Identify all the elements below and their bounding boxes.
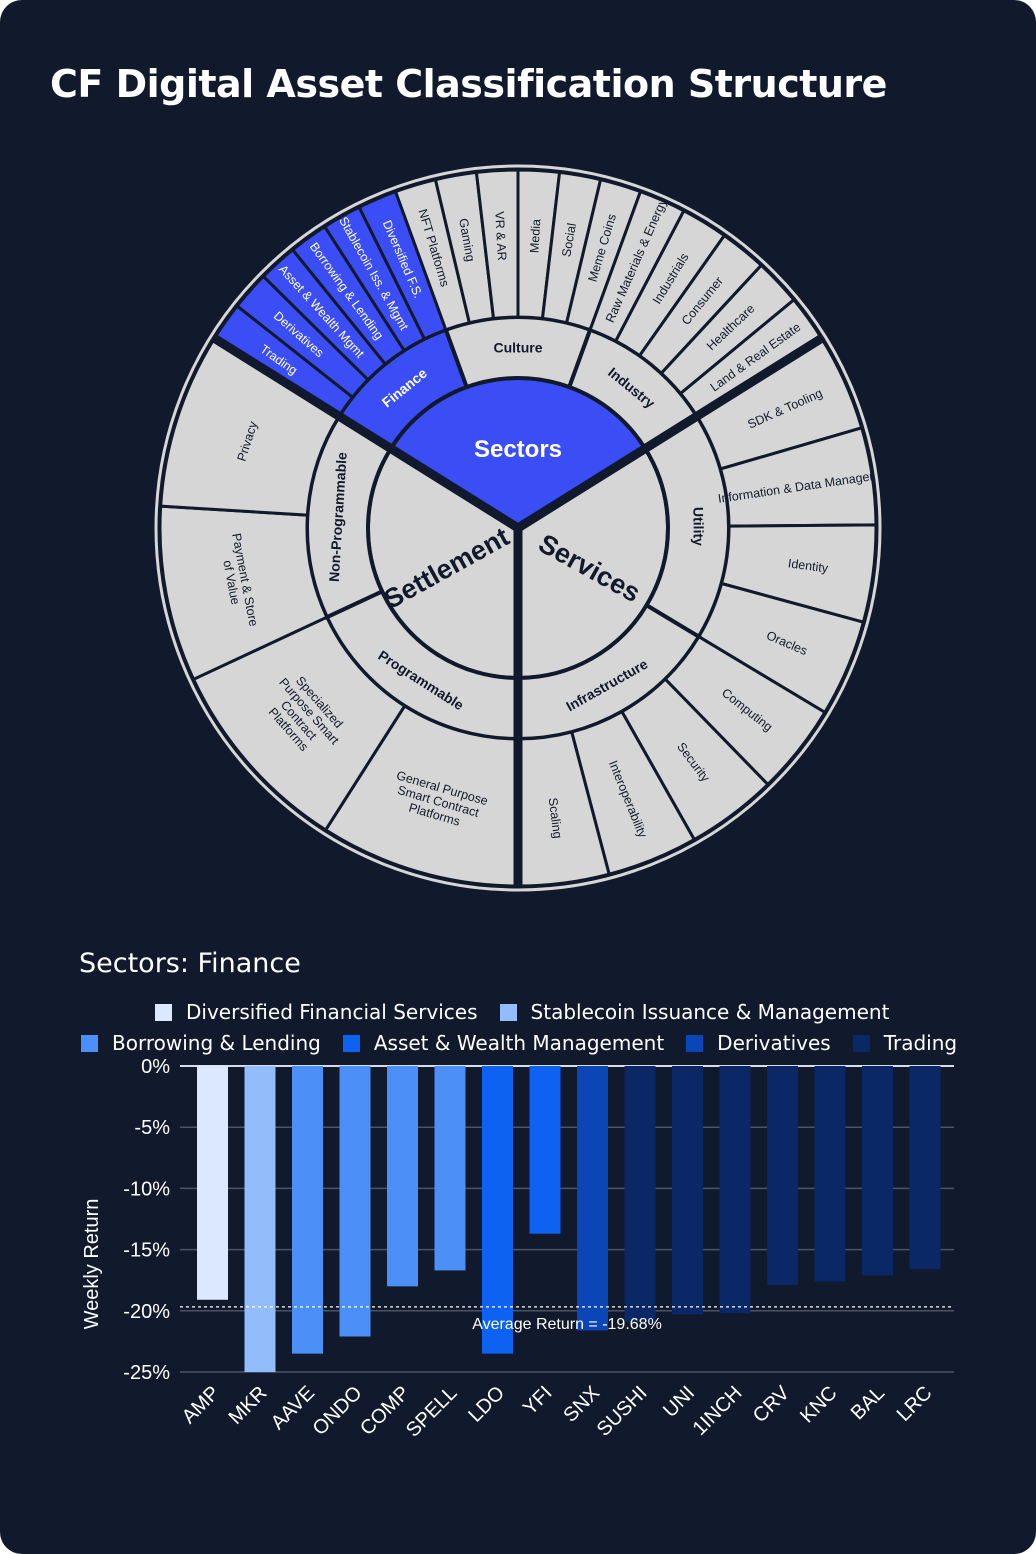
sunburst-outer-rim: [154, 164, 882, 892]
bar-ldo: [482, 1066, 513, 1354]
y-axis-label: Weekly Return: [81, 1199, 103, 1330]
legend-label: Stablecoin Issuance & Management: [530, 1000, 890, 1024]
legend-swatch: [81, 1034, 98, 1052]
x-tick-label-knc: KNC: [796, 1382, 841, 1427]
x-tick-label-spell: SPELL: [402, 1382, 462, 1442]
bar-sushi: [624, 1066, 656, 1322]
x-tick-label-ldo: LDO: [464, 1382, 509, 1427]
sunburst-subgroup-label-utility: Utility: [690, 507, 706, 546]
x-tick-label-uni: UNI: [659, 1382, 699, 1422]
bar-1inch: [719, 1066, 751, 1314]
legend-swatch: [686, 1034, 704, 1052]
bar-mkr: [244, 1066, 276, 1372]
sunburst-divider-finance: [205, 330, 521, 532]
sunburst-leaf-label-social: Social: [559, 222, 579, 258]
legend-swatch: [155, 1003, 172, 1021]
x-tick-label-ondo: ONDO: [309, 1382, 367, 1440]
legend-label: Asset & Wealth Management: [373, 1031, 665, 1055]
x-tick-label-sushi: SUSHI: [593, 1382, 652, 1441]
sunburst-divider-services: [515, 330, 831, 532]
y-tick-label: -15%: [123, 1240, 170, 1262]
legend-item-stablecoin-issuance-management: Stablecoin Issuance & Management: [499, 1000, 890, 1024]
x-tick-label-lrc: LRC: [893, 1382, 937, 1426]
legend-item-trading: Trading: [852, 1031, 958, 1055]
chart-legend-row-2: Borrowing & Lending Asset & Wealth Manage…: [81, 1031, 957, 1055]
legend-label: Trading: [883, 1031, 958, 1055]
legend-label: Derivatives: [717, 1031, 831, 1055]
sunburst-diagram: General PurposeSmart ContractPlatformsSp…: [150, 160, 898, 896]
x-tick-label-mkr: MKR: [225, 1382, 272, 1429]
bar-amp: [197, 1066, 228, 1300]
sunburst-leaf-label-identity: Identity: [787, 556, 830, 575]
y-tick-label: -5%: [134, 1117, 170, 1139]
x-tick-label-bal: BAL: [847, 1382, 889, 1424]
bar-ondo: [339, 1066, 371, 1337]
bar-yfi: [529, 1066, 561, 1234]
sunburst-subgroup-label-culture: Culture: [494, 339, 543, 355]
x-tick-label-crv: CRV: [749, 1382, 795, 1428]
legend-item-derivatives: Derivatives: [686, 1031, 831, 1055]
bar-knc: [814, 1066, 846, 1282]
legend-swatch: [852, 1034, 870, 1052]
legend-swatch: [499, 1003, 517, 1021]
x-tick-label-amp: AMP: [178, 1382, 224, 1428]
sunburst-leaf-label-media: Media: [527, 219, 543, 254]
sunburst-leaf-label-vr-ar: VR & AR: [492, 211, 509, 261]
x-tick-label-yfi: YFI: [519, 1382, 557, 1420]
y-tick-label: 0%: [141, 1056, 170, 1078]
bar-uni: [672, 1066, 703, 1315]
chart-legend-row-1: Diversified Financial Services Stablecoin…: [155, 1000, 889, 1024]
legend-label: Diversified Financial Services: [186, 1000, 478, 1024]
bar-chart: 0% -5% -10% -15% -20% -25% Weekly Return AMP MKR…: [81, 1056, 954, 1442]
sunburst-leaf-label-scaling: Scaling: [546, 797, 565, 840]
bar-spell: [434, 1066, 466, 1271]
sunburst-center-label: Sectors: [474, 436, 562, 463]
y-tick-label: -20%: [123, 1301, 170, 1323]
bar-comp: [387, 1066, 418, 1287]
legend-item-diversified-financial-services: Diversified Financial Services: [155, 1000, 478, 1024]
average-label: Average Return = -19.68%: [472, 1316, 662, 1333]
legend-label: Borrowing & Lending: [112, 1031, 321, 1055]
bar-snx: [577, 1066, 608, 1331]
x-tick-label-1inch: 1INCH: [689, 1382, 747, 1440]
legend-item-borrowing-lending: Borrowing & Lending: [81, 1031, 321, 1055]
bar-lrc: [909, 1066, 941, 1270]
sunburst-subgroup-label-non-programmable: Non-Programmable: [326, 451, 350, 582]
y-tick-label: -10%: [123, 1178, 170, 1200]
sunburst-leaf-label-specialized-purpose-smart-contract-platforms: SpecializedPurpose SmartContractPlatform…: [256, 666, 353, 766]
x-tick-label-comp: COMP: [356, 1382, 414, 1440]
bar-crv: [767, 1066, 798, 1286]
bar-aave: [292, 1066, 323, 1354]
page-title: CF Digital Asset Classification Structur…: [50, 62, 887, 106]
y-tick-label: -25%: [123, 1362, 170, 1384]
legend-item-asset-wealth-management: Asset & Wealth Management: [342, 1031, 665, 1055]
chart-title: Sectors: Finance: [79, 948, 301, 979]
legend-swatch: [342, 1034, 360, 1052]
bar-bal: [862, 1066, 893, 1276]
